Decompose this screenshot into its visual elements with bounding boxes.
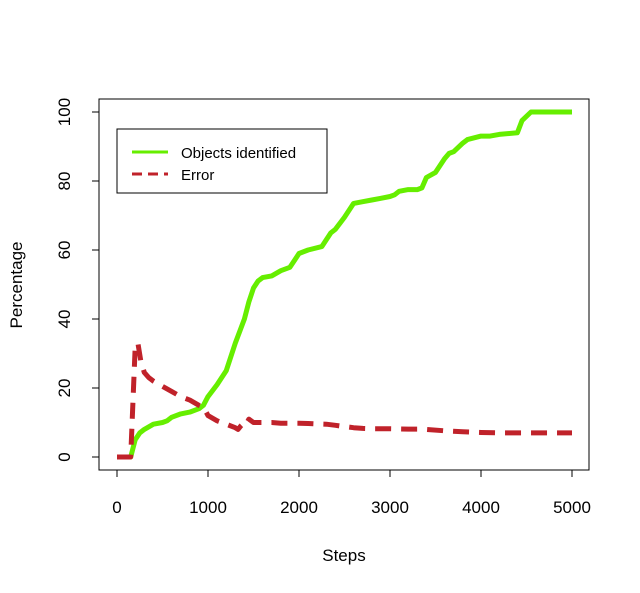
x-axis-title: Steps [322,546,365,565]
x-tick-label: 3000 [371,498,409,517]
y-axis: 0 20 40 60 80 100 [55,98,100,462]
x-axis: 0 1000 2000 3000 4000 5000 [112,469,591,517]
x-tick-label: 2000 [280,498,318,517]
legend-box [116,128,328,194]
y-tick-label: 60 [55,241,74,260]
y-tick-label: 0 [55,452,74,461]
x-tick-label: 0 [112,498,121,517]
x-tick-label: 1000 [189,498,227,517]
legend: Objects identified Error [116,128,328,194]
x-tick-label: 5000 [553,498,591,517]
series-line-objects-identified [117,109,572,460]
series-line-error [117,340,572,460]
y-tick-label: 80 [55,172,74,191]
y-tick-label: 20 [55,379,74,398]
legend-label-error: Error [181,167,214,184]
y-tick-label: 100 [55,98,74,126]
series-layer [117,109,572,460]
y-tick-label: 40 [55,310,74,329]
x-tick-label: 4000 [462,498,500,517]
legend-label-objects-identified: Objects identified [181,145,296,162]
y-axis-title: Percentage [7,242,26,329]
